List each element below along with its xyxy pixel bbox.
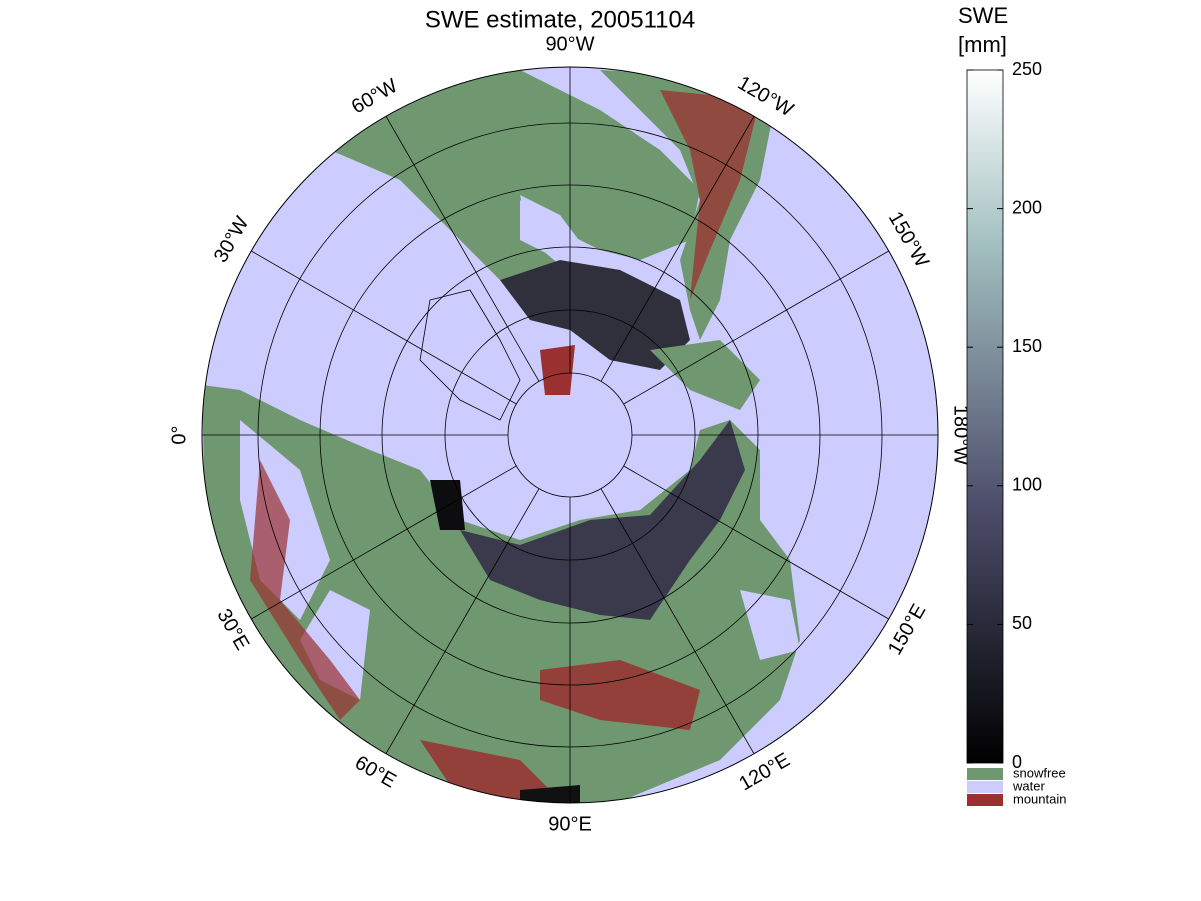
- legend-label: mountain: [1013, 791, 1066, 806]
- legend-label: water: [1012, 778, 1045, 793]
- snow: [520, 785, 580, 803]
- mountain: [660, 90, 760, 300]
- mountain: [540, 660, 700, 730]
- colorbar-tick-label: 200: [1012, 197, 1042, 217]
- colorbar-label: [mm]: [958, 32, 1007, 57]
- longitude-label: 90°E: [548, 813, 592, 835]
- meridian: [251, 250, 517, 405]
- mountain: [540, 345, 575, 395]
- meridian: [623, 250, 889, 405]
- longitude-label: 90°W: [545, 33, 594, 55]
- map-disc: [202, 67, 938, 803]
- meridian: [251, 465, 517, 620]
- legend-swatch: [967, 781, 1003, 793]
- colorbar-tick-label: 250: [1012, 59, 1042, 79]
- colorbar-tick-label: 50: [1012, 613, 1032, 633]
- bay: [520, 195, 590, 265]
- colorbar: SWE [mm] 0 50 100 150 200 250 snowfreewatermou…: [958, 3, 1066, 807]
- meridian: [600, 488, 755, 754]
- meridian: [623, 465, 889, 620]
- legend-swatch: [967, 794, 1003, 806]
- mountain: [250, 460, 360, 720]
- legend-swatch: [967, 768, 1003, 780]
- meridian: [600, 116, 755, 382]
- map-border: [201, 66, 939, 804]
- longitude-label: 180°W: [950, 405, 972, 465]
- sea: [740, 590, 800, 660]
- land: [650, 340, 760, 410]
- meridian: [385, 488, 540, 754]
- snow: [430, 480, 465, 530]
- colorbar-scale: [966, 69, 1004, 764]
- legend-label: snowfree: [1013, 765, 1066, 780]
- graticule: [202, 67, 938, 803]
- map-title: SWE estimate, 20051104: [425, 6, 695, 33]
- colorbar-tick-label: 100: [1012, 475, 1042, 495]
- colorbar-tick-label: 150: [1012, 336, 1042, 356]
- colorbar-label: SWE: [958, 3, 1008, 28]
- longitude-label: 0°: [168, 425, 190, 444]
- colorbar-tick-label: 0: [1012, 752, 1022, 772]
- snow: [460, 420, 745, 620]
- snow: [500, 260, 690, 370]
- meridian: [385, 116, 540, 382]
